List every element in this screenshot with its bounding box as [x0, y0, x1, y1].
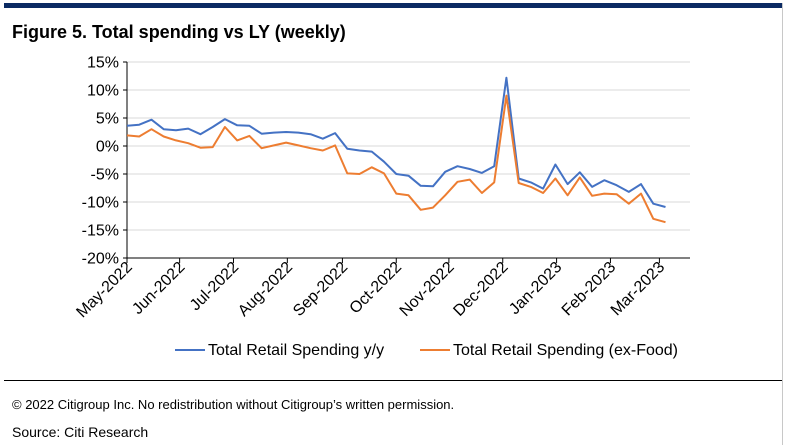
source-note: Source: Citi Research [12, 424, 149, 440]
y-tick-label: 10% [87, 83, 119, 100]
x-tick-label: May-2022 [73, 259, 135, 321]
x-tick-label: Sep-2022 [290, 259, 351, 320]
y-tick-label: 0% [96, 139, 119, 156]
x-axis-tick-labels: May-2022Jun-2022Jul-2022Aug-2022Sep-2022… [73, 259, 668, 321]
x-tick-label: Dec-2022 [450, 259, 511, 320]
gridlines [123, 61, 690, 259]
x-tick-label: Aug-2022 [235, 259, 296, 320]
series-line-total-retail-ex-food [126, 94, 666, 224]
x-axis-tick-marks [126, 258, 660, 263]
y-tick-label: 15% [87, 55, 119, 72]
y-axis-tick-labels: 15% 10% 5% 0% -5% -10% -15% -20% [82, 55, 119, 268]
series-lines [126, 76, 666, 224]
top-rule [4, 3, 782, 8]
x-tick-label: Jun-2022 [129, 259, 188, 318]
y-tick-label: 5% [96, 111, 119, 128]
figure-title: Figure 5. Total spending vs LY (weekly) [12, 22, 346, 42]
footer-rule [4, 380, 782, 381]
right-border [782, 3, 783, 445]
x-tick-label: Jul-2022 [187, 259, 242, 314]
series-line-total-retail-yy [126, 76, 666, 208]
x-tick-label: Jan-2023 [506, 259, 565, 318]
legend-label: Total Retail Spending y/y [208, 342, 384, 359]
y-tick-label: -5% [91, 167, 119, 184]
legend: Total Retail Spending y/y Total Retail Sp… [175, 342, 678, 359]
y-tick-label: -10% [82, 195, 119, 212]
x-tick-label: Nov-2022 [397, 259, 458, 320]
line-chart: 15% 10% 5% 0% -5% -10% -15% -20% May-2022Jun-20… [73, 55, 690, 359]
y-tick-label: -20% [82, 251, 119, 268]
y-tick-label: -15% [82, 223, 119, 240]
legend-label: Total Retail Spending (ex-Food) [453, 342, 678, 359]
x-tick-label: Mar-2023 [608, 259, 669, 320]
copyright-notice: © 2022 Citigroup Inc. No redistribution … [12, 397, 455, 412]
